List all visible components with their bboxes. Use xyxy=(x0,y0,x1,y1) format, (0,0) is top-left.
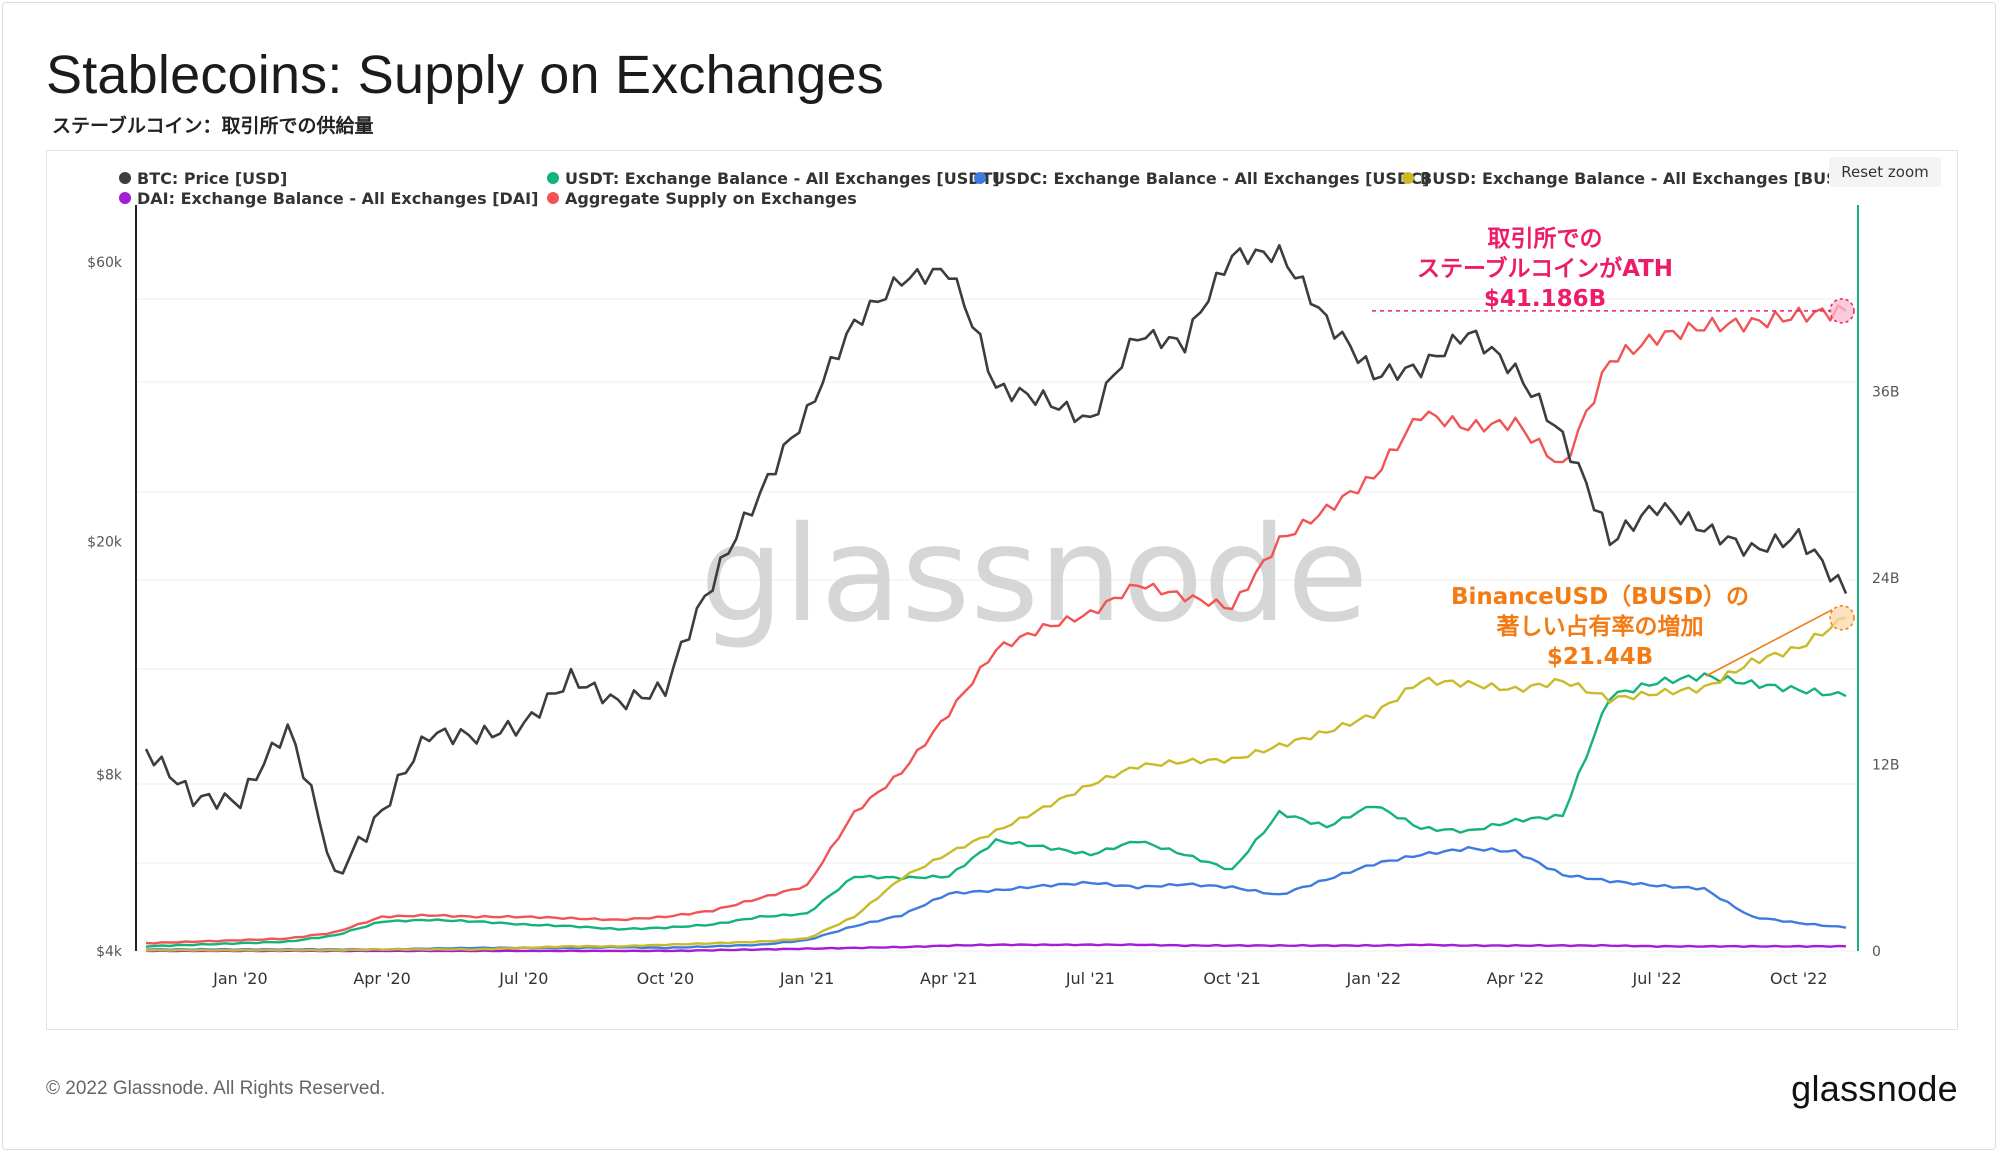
x-axis-tick-label: Jul '22 xyxy=(1632,969,1682,988)
legend: BTC: Price [USD] USDT: Exchange Balance … xyxy=(119,169,1858,208)
x-axis-ticks: Jan '20 Apr '20 Jul '20 Oct '20 Jan '21 … xyxy=(212,969,1827,988)
legend-item-btc[interactable]: BTC: Price [USD] xyxy=(119,169,287,188)
left-axis-tick-label: $8k xyxy=(96,768,123,784)
annotation-ath-line2: ステーブルコインがATH xyxy=(1417,255,1673,282)
right-axis-tick-label: 24B xyxy=(1872,571,1899,587)
right-axis-ticks: 0 12B 24B 36B xyxy=(1872,385,1899,961)
legend-marker-usdc xyxy=(974,172,986,184)
annotation-busd-value: $21.44B xyxy=(1547,644,1653,670)
x-axis-tick-label: Oct '22 xyxy=(1770,969,1828,988)
right-axis-tick-label: 12B xyxy=(1872,758,1899,774)
footer-brand-logo: glassnode xyxy=(1791,1068,1958,1109)
reset-zoom-button[interactable]: Reset zoom xyxy=(1829,157,1941,187)
legend-item-dai[interactable]: DAI: Exchange Balance - All Exchanges [D… xyxy=(119,189,538,208)
legend-marker-aggregate xyxy=(547,192,559,204)
legend-label-btc: BTC: Price [USD] xyxy=(137,169,287,188)
x-axis-tick-label: Jan '20 xyxy=(212,969,268,988)
x-axis-tick-label: Oct '21 xyxy=(1203,969,1261,988)
x-axis-tick-label: Oct '20 xyxy=(637,969,695,988)
x-axis-tick-label: Apr '21 xyxy=(920,969,978,988)
series-line-dai xyxy=(145,943,1847,953)
watermark: glassnode xyxy=(700,498,1368,652)
x-axis-tick-label: Jan '21 xyxy=(779,969,835,988)
annotation-busd: BinanceUSD（BUSD）の 著しい占有率の増加 $21.44B xyxy=(1451,583,1855,677)
legend-label-usdt: USDT: Exchange Balance - All Exchanges [… xyxy=(565,169,1000,188)
page-subtitle: ステーブルコイン：取引所での供給量 xyxy=(52,115,374,137)
series-line-btc xyxy=(144,244,1848,875)
annotation-ath-value: $41.186B xyxy=(1484,286,1606,312)
right-axis-tick-label: 0 xyxy=(1872,944,1881,960)
left-axis-ticks: $4k $8k $20k $60k xyxy=(87,255,123,960)
series-line-usdt xyxy=(145,672,1847,948)
annotation-busd-marker xyxy=(1829,605,1855,631)
left-axis-tick-label: $4k xyxy=(96,944,123,960)
x-axis-tick-label: Apr '22 xyxy=(1487,969,1545,988)
legend-label-usdc: USDC: Exchange Balance - All Exchanges [… xyxy=(992,169,1429,188)
right-axis-tick-label: 36B xyxy=(1872,385,1899,401)
annotation-busd-line2: 著しい占有率の増加 xyxy=(1497,613,1704,640)
left-axis-tick-label: $60k xyxy=(87,255,123,271)
legend-marker-busd xyxy=(1402,172,1414,184)
left-axis-tick-label: $20k xyxy=(87,534,123,550)
legend-label-busd: BUSD: Exchange Balance - All Exchanges [… xyxy=(1420,169,1858,188)
annotation-ath-line1: 取引所での xyxy=(1488,226,1603,252)
legend-item-aggregate[interactable]: Aggregate Supply on Exchanges xyxy=(547,189,857,208)
legend-marker-dai xyxy=(119,192,131,204)
x-axis-tick-label: Jan '22 xyxy=(1346,969,1402,988)
page-title: Stablecoins: Supply on Exchanges xyxy=(46,45,884,105)
legend-item-usdc[interactable]: USDC: Exchange Balance - All Exchanges [… xyxy=(974,169,1429,188)
legend-item-busd[interactable]: BUSD: Exchange Balance - All Exchanges [… xyxy=(1402,169,1858,188)
legend-marker-btc xyxy=(119,172,131,184)
series-line-aggregate xyxy=(145,304,1847,945)
legend-marker-usdt xyxy=(547,172,559,184)
x-axis-tick-label: Jul '20 xyxy=(498,969,548,988)
x-axis-tick-label: Apr '20 xyxy=(353,969,411,988)
legend-label-aggregate: Aggregate Supply on Exchanges xyxy=(565,189,857,208)
footer-copyright: © 2022 Glassnode. All Rights Reserved. xyxy=(46,1078,386,1099)
legend-label-dai: DAI: Exchange Balance - All Exchanges [D… xyxy=(137,189,538,208)
legend-item-usdt[interactable]: USDT: Exchange Balance - All Exchanges [… xyxy=(547,169,1000,188)
annotation-ath-marker xyxy=(1829,298,1855,324)
x-axis-tick-label: Jul '21 xyxy=(1065,969,1115,988)
series-group xyxy=(144,244,1848,953)
annotation-busd-arrow xyxy=(1705,609,1833,677)
annotation-busd-line1: BinanceUSD（BUSD）の xyxy=(1451,583,1749,610)
annotation-ath: 取引所での ステーブルコインがATH $41.186B xyxy=(1372,226,1855,324)
series-line-busd xyxy=(145,616,1847,952)
